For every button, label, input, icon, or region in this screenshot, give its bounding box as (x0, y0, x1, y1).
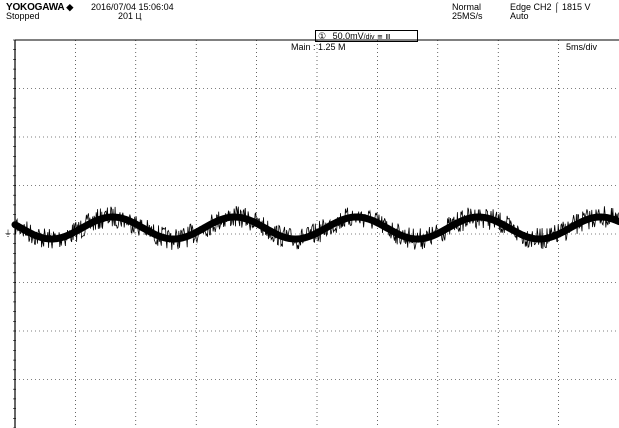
graticule-ticks (13, 39, 16, 428)
trigger-level: 1815 V (562, 2, 591, 12)
bandwidth-limit-icon: Ⅲ (385, 34, 391, 41)
time-per-div: 5ms/div (566, 42, 598, 52)
ground-marker-icon: ⏚ (4, 229, 12, 238)
acquisition-icon: Ц (135, 12, 142, 21)
trigger-auto: Auto (510, 11, 529, 21)
main-record-length: Main : 1.25 M (291, 42, 346, 52)
acquisition-status: Stopped (6, 11, 40, 21)
trigger-source-label: Edge CH2 (510, 2, 552, 12)
diamond-icon: ◆ (66, 2, 74, 12)
channel-1-icon: ① (318, 31, 327, 41)
sample-rate: 25MS/s (452, 11, 483, 21)
trigger-source: Edge CH2 ⌠ 1815 V (510, 2, 591, 12)
acquisition-count-value: 201 (118, 11, 134, 21)
waveform-trace-noise (14, 206, 619, 250)
trigger-mode: Normal (452, 2, 482, 12)
acquisition-count: 201 Ц (118, 11, 141, 22)
graticule-grid (14, 39, 619, 428)
volts-per-div-unit: /div (363, 34, 375, 41)
channel-scale-box[interactable]: ① 50.0mV/div ≅ Ⅲ (315, 30, 418, 42)
date-time: 2016/07/04 15:06:04 (91, 2, 174, 12)
brand-name: YOKOGAWA (6, 2, 65, 13)
volts-per-div: 50.0mV (332, 31, 364, 41)
rising-edge-icon: ⌠ (554, 2, 560, 12)
brand-logo: YOKOGAWA ◆ (6, 2, 73, 13)
ac-coupling-icon: ≅ (377, 34, 383, 41)
